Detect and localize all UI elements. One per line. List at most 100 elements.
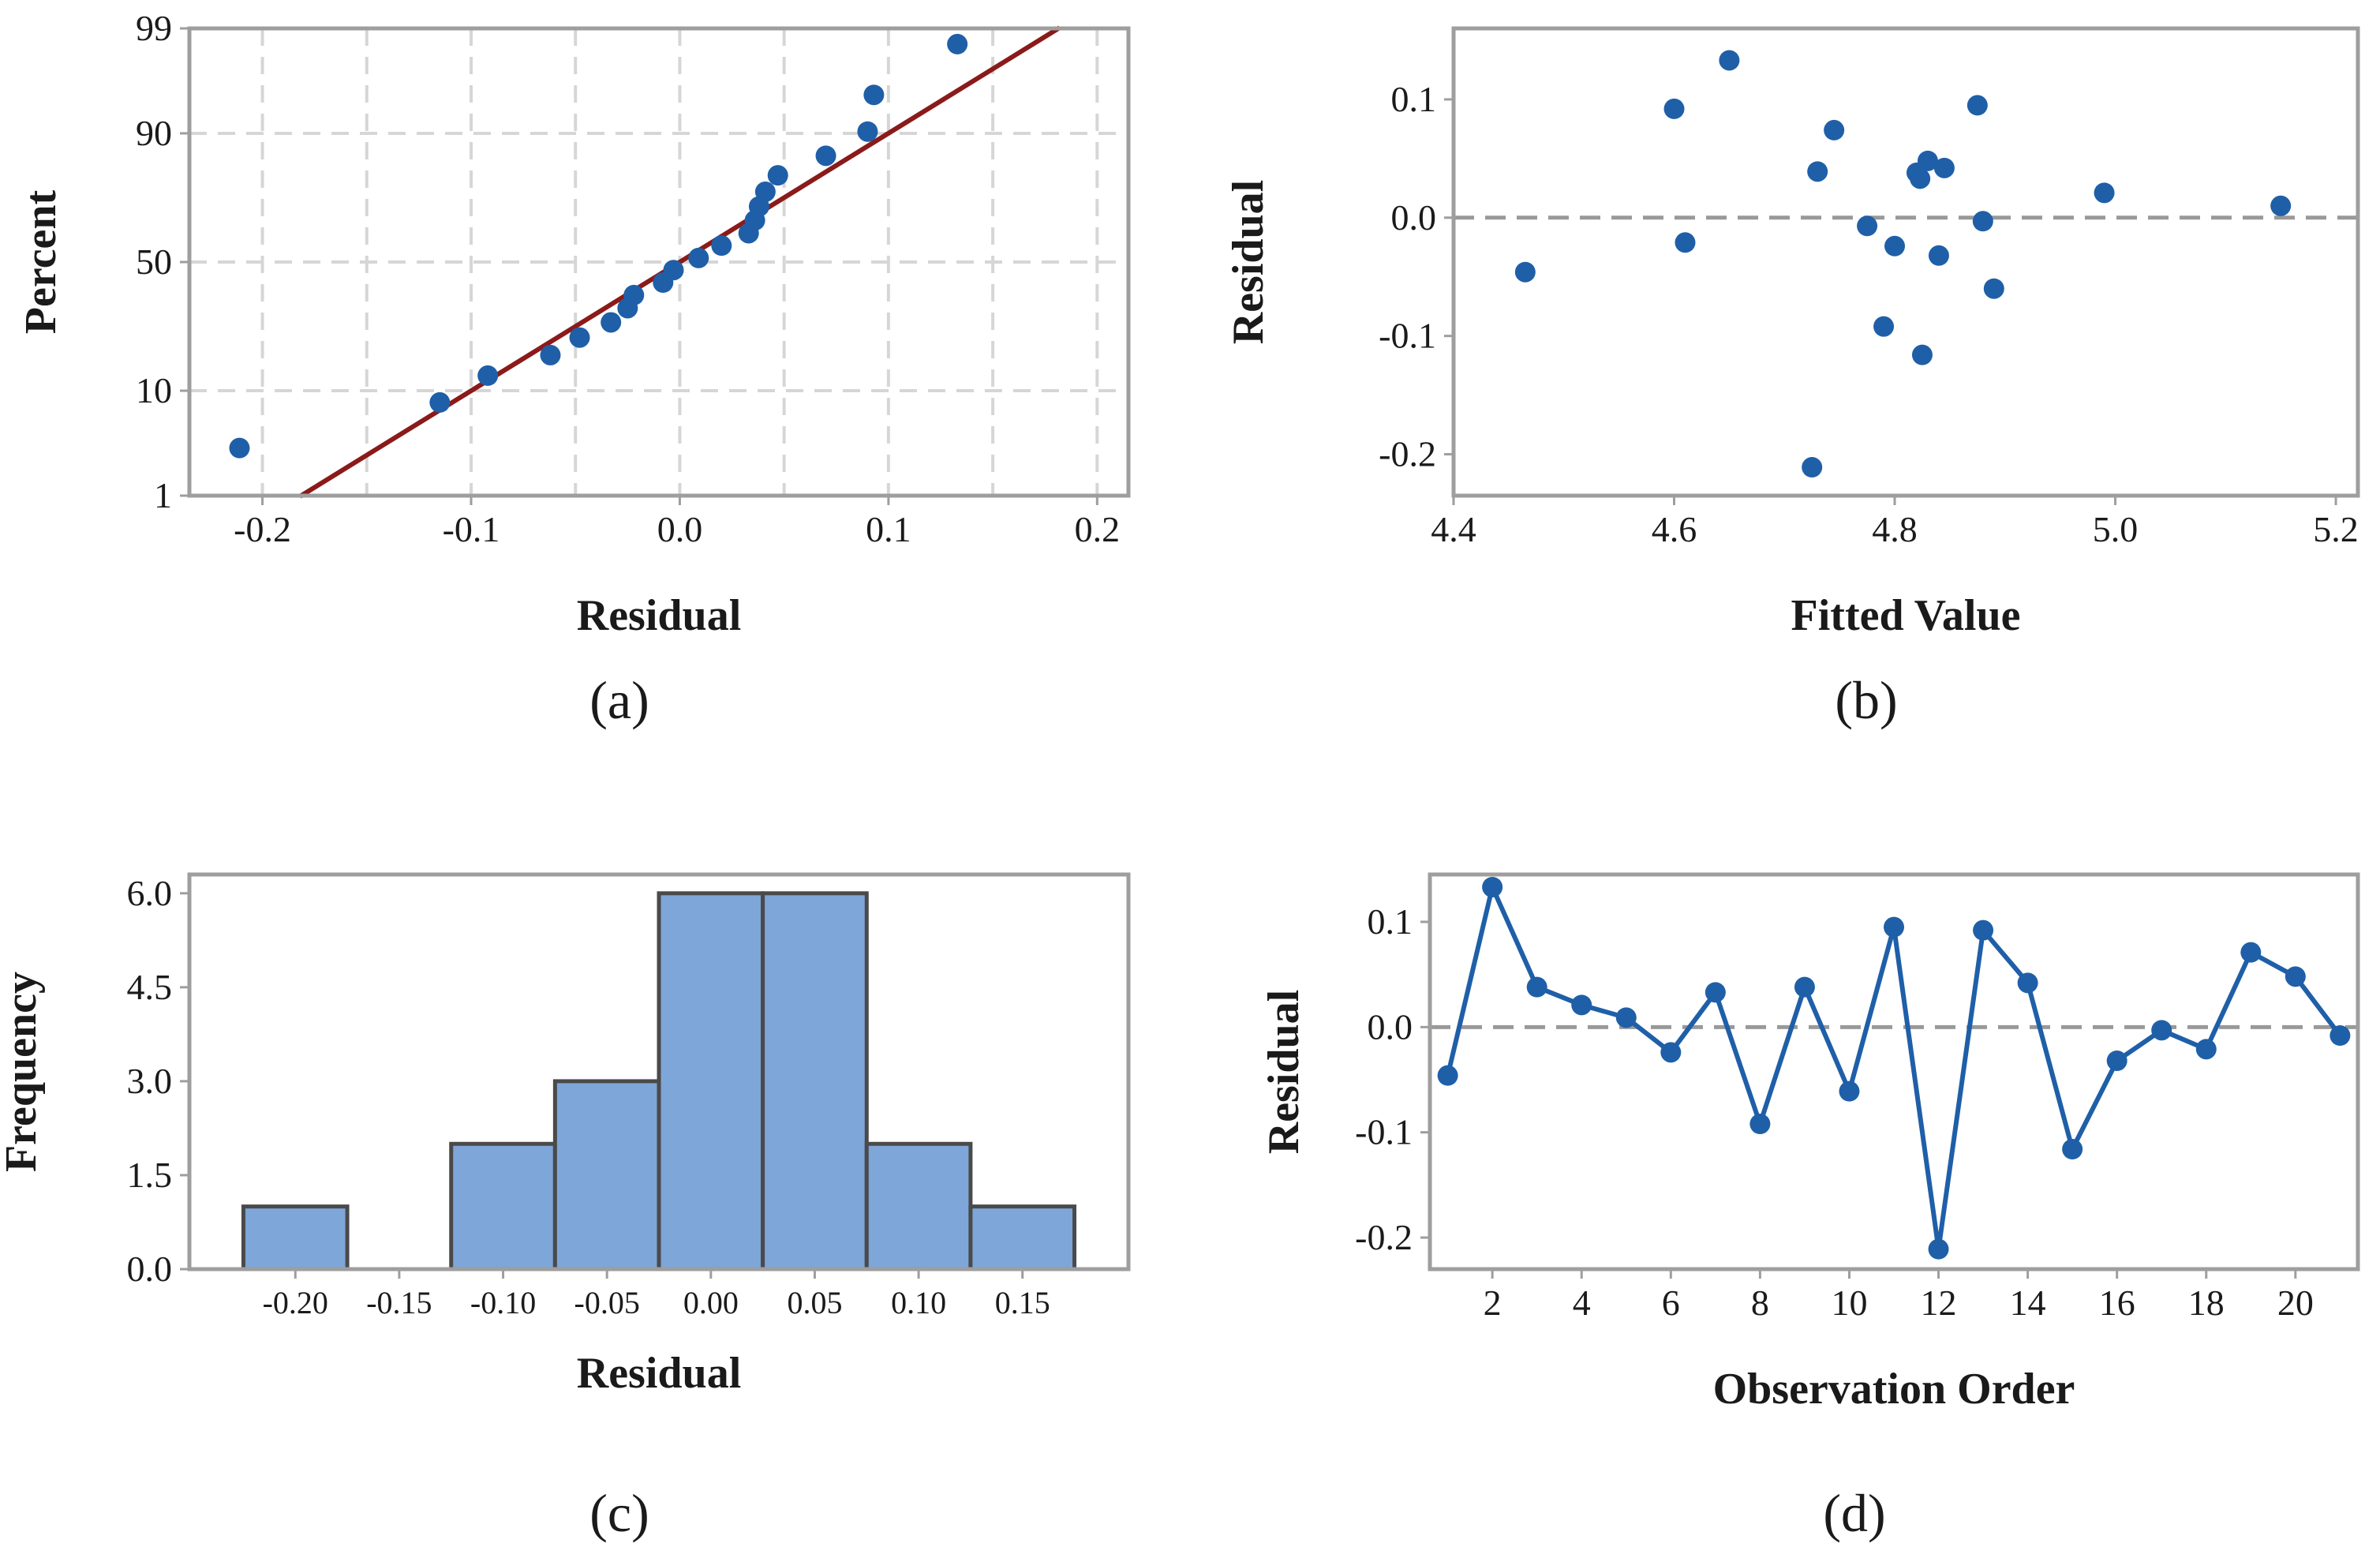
data-point: [1972, 211, 1993, 232]
x-tick-label: -0.05: [574, 1285, 640, 1320]
y-tick-label: 90: [136, 113, 172, 153]
data-point: [1824, 119, 1845, 140]
normal-probability-plot: -0.2 -0.1 0.0 0.1 0.2 1 10 50 90 99 Residual Percen…: [17, 8, 1131, 730]
y-tick-label: 6.0: [127, 873, 173, 913]
data-point: [1615, 1007, 1637, 1028]
data-point: [815, 145, 836, 167]
y-tick-label: 4.5: [127, 967, 173, 1007]
x-tick-label: 16: [2099, 1283, 2135, 1323]
x-tick-label: 4: [1573, 1283, 1591, 1323]
data-point: [2270, 195, 2292, 216]
data-point: [1966, 95, 1988, 116]
x-tick-label: 20: [2277, 1283, 2314, 1323]
y-axis-label: Percent: [17, 189, 65, 334]
data-point: [1514, 261, 1536, 283]
histogram-bar: [552, 1079, 661, 1271]
y-tick-label: -0.2: [1355, 1217, 1413, 1257]
x-tick-label: 5.2: [2313, 509, 2359, 549]
data-point: [569, 327, 590, 348]
data-point: [2240, 942, 2262, 963]
data-point: [1928, 245, 1949, 266]
data-point: [663, 260, 684, 281]
residual-vs-order-plot: 2 4 6 8 10 12 14 16 18 20 -0.2 -0.1 0.0 0.1 Observatio…: [1259, 872, 2360, 1543]
data-point: [1663, 98, 1685, 119]
x-tick-label: 5.0: [2093, 509, 2139, 549]
data-point: [2329, 1025, 2351, 1046]
x-tick-label: -0.15: [366, 1285, 432, 1320]
x-axis-label: Observation Order: [1713, 1365, 2075, 1414]
x-tick-label: 0.15: [995, 1285, 1050, 1320]
y-axis-label: Residual: [1224, 180, 1273, 345]
series-line: [1445, 879, 2342, 1250]
data-point: [1794, 976, 1815, 998]
data-point: [1437, 1065, 1458, 1086]
data-point: [2151, 1020, 2172, 1041]
y-tick-label: 0.1: [1368, 901, 1413, 942]
x-tick-label: -0.1: [443, 509, 500, 549]
data-point: [1917, 150, 1938, 171]
data-point: [540, 344, 561, 365]
x-tick-label: 4.8: [1872, 509, 1918, 549]
x-tick-label: 4.4: [1431, 509, 1476, 549]
data-point: [1928, 1238, 1949, 1260]
y-tick-label: -0.2: [1379, 434, 1436, 474]
data-point: [1719, 50, 1740, 71]
panel-label: (a): [589, 670, 649, 730]
histogram-bar: [241, 1204, 350, 1271]
panel-label: (d): [1823, 1483, 1885, 1543]
data-point: [947, 33, 968, 54]
x-tick-label: 12: [1921, 1283, 1957, 1323]
panel-label: (c): [589, 1483, 649, 1543]
x-tick-label: 0.05: [787, 1285, 842, 1320]
data-point: [477, 365, 499, 386]
data-point: [2094, 182, 2115, 204]
panel-label: (b): [1835, 670, 1897, 730]
data-point: [1526, 976, 1547, 998]
y-tick-label: 0.1: [1391, 79, 1437, 119]
y-tick-label: 99: [136, 8, 172, 48]
histogram-bar: [657, 891, 765, 1271]
x-tick-label: 10: [1831, 1283, 1867, 1323]
x-tick-label: 0.00: [683, 1285, 739, 1320]
data-point: [1802, 457, 1823, 478]
x-tick-label: 2: [1484, 1283, 1502, 1323]
data-point: [2062, 1139, 2083, 1159]
y-axis-label: Frequency: [0, 972, 46, 1172]
x-tick-label: 6: [1662, 1283, 1680, 1323]
data-point: [1911, 344, 1933, 365]
y-tick-label: -0.1: [1379, 316, 1436, 356]
histogram-bar: [864, 1141, 973, 1271]
data-point: [1983, 278, 2004, 299]
histogram-bar: [449, 1141, 557, 1271]
y-tick-label: -0.1: [1355, 1112, 1413, 1152]
x-axis-label: Residual: [577, 1349, 742, 1398]
x-tick-label: 0.10: [891, 1285, 946, 1320]
data-point: [1482, 877, 1503, 897]
data-point: [229, 437, 250, 459]
data-point: [1705, 982, 1726, 1003]
data-point: [1675, 232, 1696, 253]
x-tick-label: -0.2: [234, 509, 291, 549]
plot-frame: [187, 872, 1131, 1271]
data-point: [1807, 161, 1828, 182]
x-tick-label: 18: [2188, 1283, 2225, 1323]
x-tick-label: 8: [1751, 1283, 1769, 1323]
x-tick-label: -0.10: [470, 1285, 536, 1320]
y-tick-label: 3.0: [127, 1061, 173, 1101]
y-tick-label: 0.0: [1368, 1006, 1413, 1047]
data-point: [601, 312, 622, 333]
data-point: [2285, 966, 2306, 987]
histogram-bar: [968, 1204, 1077, 1271]
data-point: [711, 235, 732, 257]
residual-histogram: -0.20 -0.15 -0.10 -0.05 0.00 0.05 0.10 0.15 0.0 1…: [0, 872, 1131, 1543]
data-point: [1660, 1042, 1682, 1063]
y-axis-label: Residual: [1259, 990, 1308, 1155]
plot-frame: [1428, 872, 2360, 1271]
y-tick-label: 0.0: [1391, 197, 1437, 238]
data-point: [1884, 235, 1906, 257]
y-tick-label: 1: [154, 475, 172, 515]
x-tick-label: 4.6: [1652, 509, 1697, 549]
x-tick-label: 0.0: [657, 509, 703, 549]
data-point: [2195, 1039, 2217, 1060]
